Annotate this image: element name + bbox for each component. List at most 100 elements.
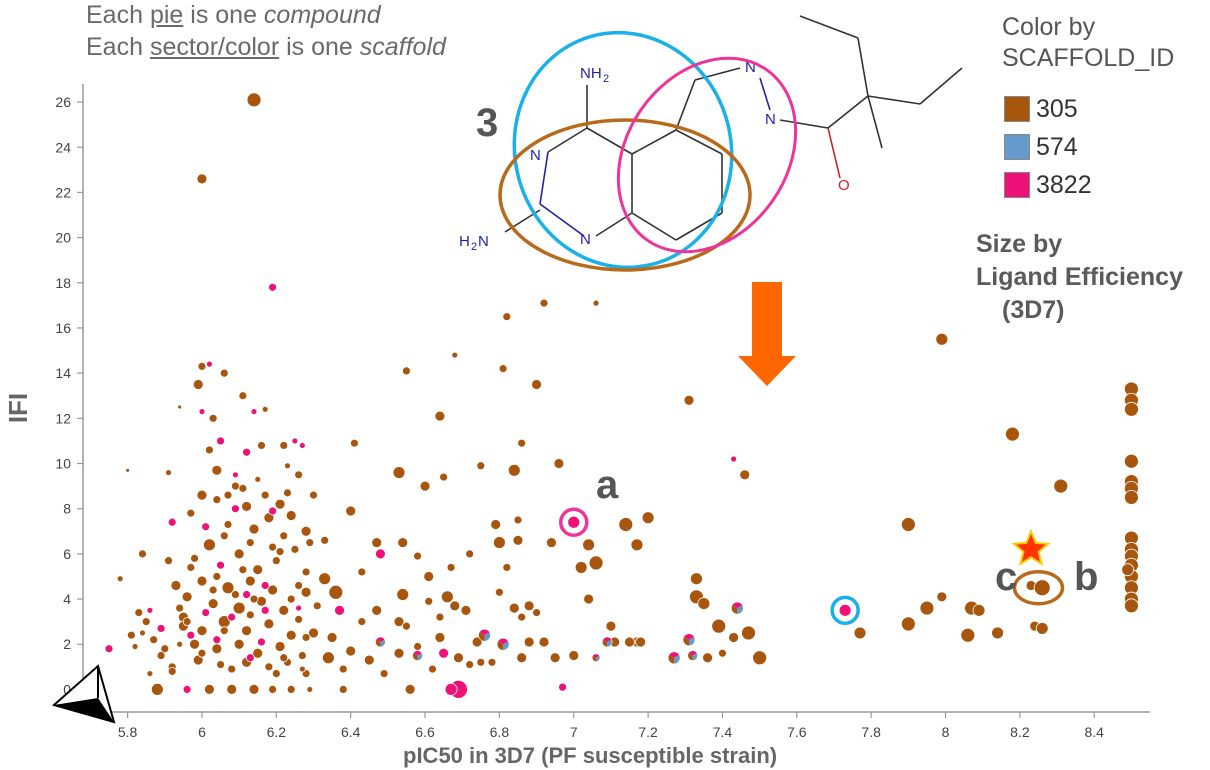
data-point	[261, 405, 269, 413]
data-point	[297, 651, 307, 660]
data-point	[238, 565, 248, 575]
data-point	[490, 519, 502, 530]
data-point	[502, 312, 512, 322]
data-point	[404, 684, 416, 695]
data-point	[201, 608, 211, 618]
data-point	[271, 669, 281, 678]
data-point	[248, 523, 260, 535]
data-point	[290, 544, 300, 554]
legend-swatch-3822	[1004, 172, 1030, 198]
data-point	[294, 614, 304, 624]
data-point-pie	[478, 628, 491, 642]
data-point-pie	[682, 633, 696, 647]
data-point	[298, 442, 306, 449]
data-point	[192, 379, 204, 390]
data-point	[523, 636, 535, 648]
data-point	[853, 626, 867, 640]
size-legend: Size by Ligand Efficiency (3D7)	[976, 230, 1183, 324]
data-point	[216, 660, 225, 669]
data-point	[345, 645, 357, 657]
data-point	[508, 602, 520, 614]
data-point	[309, 490, 318, 500]
data-point	[249, 594, 259, 604]
data-point	[241, 501, 252, 512]
data-point	[286, 594, 296, 604]
data-point	[318, 572, 332, 586]
data-point	[190, 553, 199, 563]
data-point	[104, 644, 114, 654]
data-point	[219, 531, 229, 541]
y-tick-label: 22	[55, 184, 71, 200]
data-point	[476, 657, 486, 667]
scaffold-574-ellipse	[512, 30, 734, 270]
data-point	[338, 685, 348, 694]
data-point-pie	[601, 636, 613, 648]
data-point	[402, 366, 411, 376]
data-point	[252, 647, 264, 659]
data-point	[294, 470, 304, 480]
data-point	[182, 685, 192, 694]
data-point	[283, 488, 292, 498]
data-point	[900, 616, 916, 632]
data-point	[449, 600, 461, 612]
annotation-ring-574	[830, 595, 860, 626]
data-point	[250, 408, 258, 415]
data-point	[739, 469, 751, 481]
data-point	[149, 635, 159, 645]
data-point	[440, 590, 454, 604]
x-tick-label: 6.6	[415, 724, 435, 740]
data-point	[413, 551, 422, 561]
data-point	[248, 684, 260, 695]
data-point-pie	[496, 637, 510, 651]
y-axis-label: IFI	[3, 393, 33, 423]
data-point	[284, 462, 291, 470]
legend-item-305: 305	[1004, 94, 1078, 123]
data-point	[181, 591, 193, 603]
structure-atoms: NH 2 N N H 2 N N N O	[459, 59, 850, 253]
data-point	[558, 682, 567, 692]
data-point	[1053, 478, 1069, 494]
caption-line-1: Each pie is one compound	[86, 1, 381, 29]
data-point	[428, 664, 437, 674]
data-point	[275, 547, 285, 557]
svg-text:O: O	[838, 177, 850, 194]
data-point	[278, 604, 290, 616]
data-point	[146, 606, 154, 614]
data-point	[186, 508, 196, 518]
data-point	[546, 537, 557, 548]
svg-text:H: H	[459, 233, 470, 250]
data-point	[227, 664, 237, 674]
data-point	[285, 629, 297, 641]
x-tick-label: 8.4	[1084, 724, 1104, 740]
data-point	[683, 394, 695, 406]
legend-swatch-305	[1004, 96, 1030, 122]
data-point	[211, 643, 223, 655]
data-point	[568, 650, 580, 661]
data-point	[116, 575, 124, 583]
svg-text:NH: NH	[580, 65, 602, 82]
data-point	[492, 536, 506, 549]
data-point	[260, 605, 270, 615]
y-tick-label: 20	[55, 230, 71, 246]
data-point	[583, 593, 595, 605]
data-point	[300, 586, 312, 598]
legend-label: 305	[1036, 94, 1078, 123]
data-point	[196, 575, 208, 587]
data-point	[549, 652, 561, 664]
data-point	[246, 92, 262, 108]
data-point	[444, 683, 458, 696]
scaffold-3822-ellipse	[616, 56, 798, 254]
data-point	[1005, 426, 1020, 442]
data-point	[624, 636, 635, 648]
data-point	[260, 581, 270, 590]
x-tick-label: 6	[198, 724, 206, 740]
data-point	[165, 469, 172, 476]
data-point	[139, 629, 146, 637]
x-tick-label: 8	[942, 724, 950, 740]
data-point	[357, 567, 367, 577]
data-point	[126, 630, 136, 640]
data-point	[419, 480, 431, 492]
data-point	[264, 662, 274, 672]
data-point	[197, 361, 207, 371]
data-point	[334, 604, 345, 616]
